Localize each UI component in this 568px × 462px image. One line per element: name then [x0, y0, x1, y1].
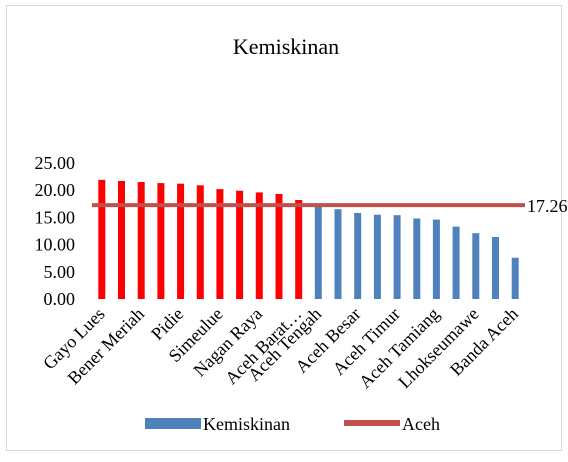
y-tick-label: 20.00 — [35, 180, 76, 200]
bar — [275, 194, 283, 299]
legend-label-kemiskinan: Kemiskinan — [203, 414, 290, 434]
bar — [354, 213, 362, 299]
y-tick-label: 5.00 — [44, 262, 76, 282]
chart-title: Kemiskinan — [233, 34, 339, 59]
bar — [334, 209, 342, 299]
bar — [492, 237, 499, 299]
reference-line-label: 17.26 — [527, 196, 568, 216]
bar — [157, 183, 165, 299]
bar — [196, 185, 204, 299]
bar — [137, 182, 145, 299]
bar — [393, 215, 401, 299]
bar — [216, 189, 224, 299]
bar — [373, 214, 381, 299]
reference-line-group: 17.26 — [92, 196, 568, 216]
bar — [432, 219, 440, 299]
chart-border — [6, 5, 562, 451]
bar — [314, 206, 322, 299]
legend-label-aceh: Aceh — [402, 414, 440, 434]
y-tick-label: 25.00 — [35, 153, 76, 173]
legend: Kemiskinan Aceh — [145, 414, 440, 434]
bar — [236, 190, 244, 299]
y-tick-label: 0.00 — [44, 289, 76, 309]
bar — [255, 192, 263, 299]
y-tick-label: 10.00 — [35, 235, 76, 255]
bar — [413, 218, 421, 299]
bar — [472, 233, 480, 299]
bar — [177, 183, 185, 299]
bar — [98, 179, 106, 299]
bar — [295, 200, 303, 299]
y-axis: 0.00 5.00 10.00 15.00 20.00 25.00 — [35, 153, 76, 309]
legend-swatch-kemiskinan — [145, 418, 201, 429]
bars — [98, 179, 519, 299]
bar — [511, 257, 519, 299]
bar — [452, 226, 460, 299]
y-tick-label: 15.00 — [35, 207, 76, 227]
bar — [118, 181, 125, 299]
